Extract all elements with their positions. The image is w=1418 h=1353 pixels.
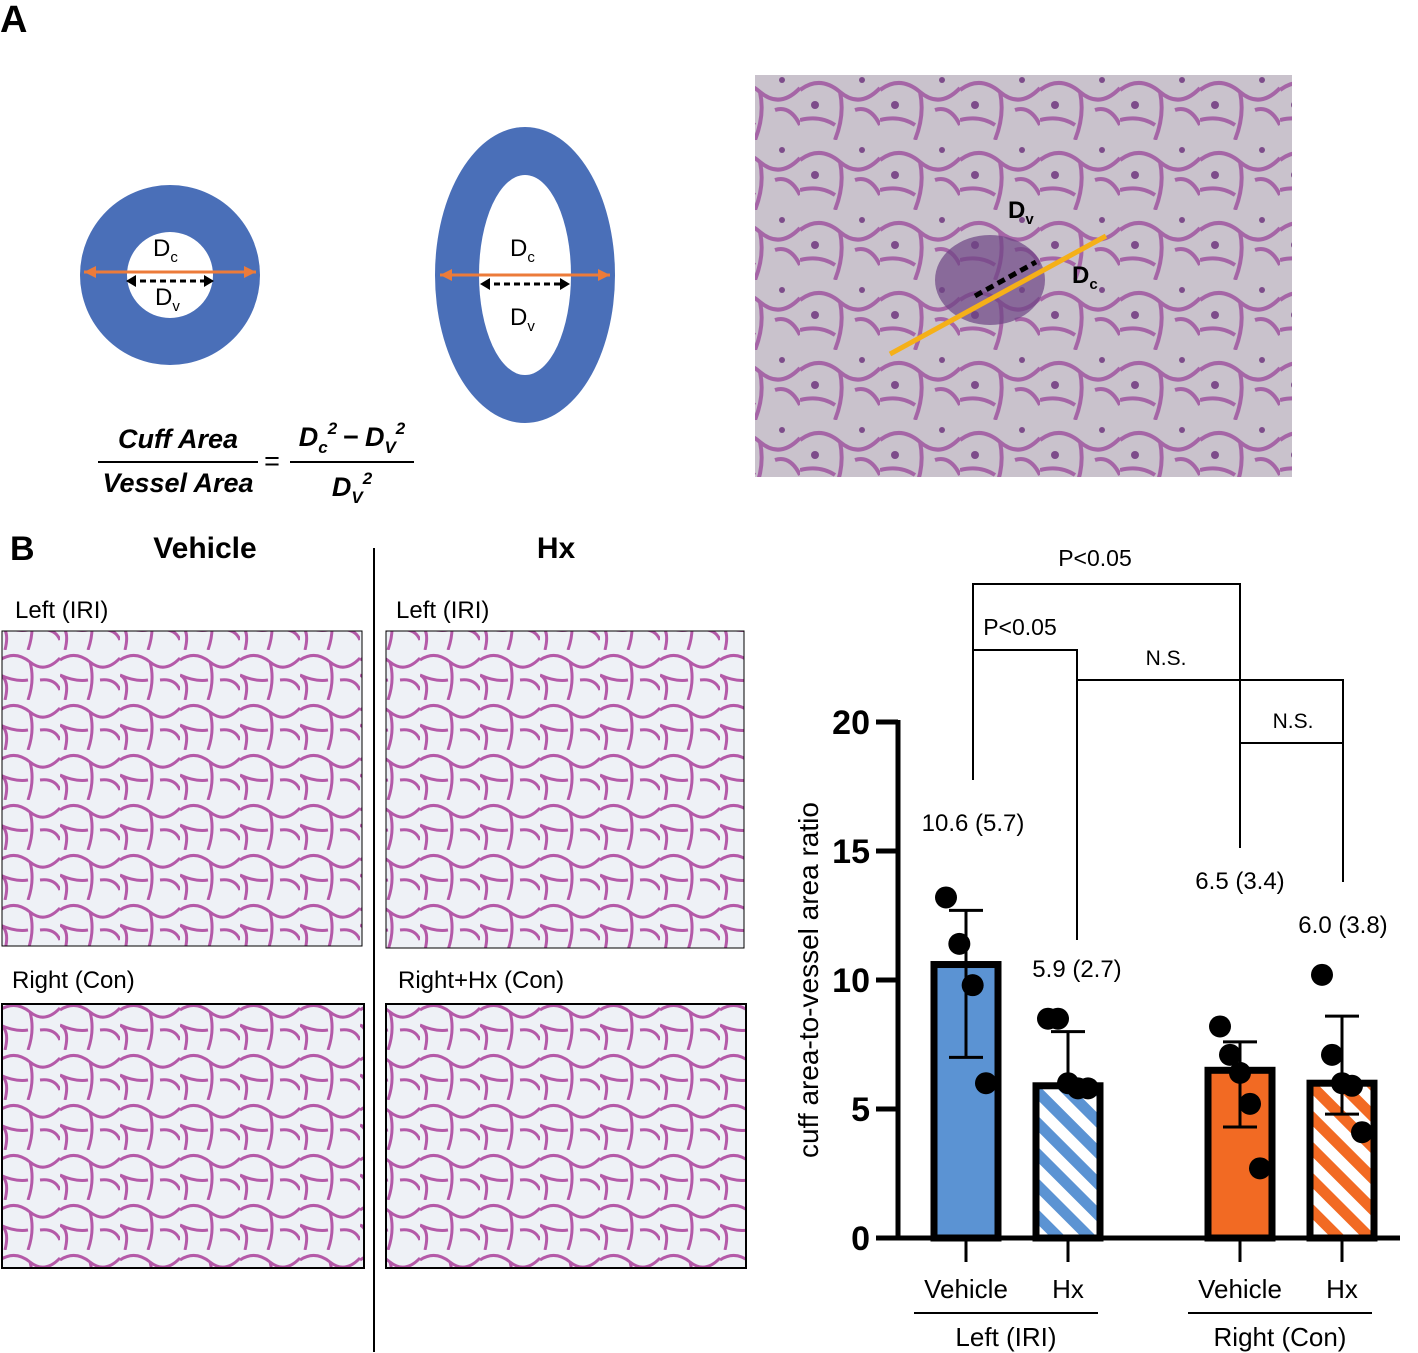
micrograph: [1, 1003, 365, 1269]
image-label: Right (Con): [12, 967, 135, 994]
error-bar: [1325, 1014, 1359, 1116]
micrograph: [1, 630, 363, 947]
y-tick-label: 0: [851, 1220, 870, 1258]
image-label: Left (IRI): [396, 597, 489, 624]
bracket: [973, 649, 1078, 940]
dv-label: Dv: [155, 284, 180, 315]
x-tick-label: Vehicle: [924, 1274, 1008, 1304]
column-title: Vehicle: [153, 532, 256, 565]
data-point: [1249, 1157, 1271, 1180]
y-axis-label: cuff area-to-vessel area ratio: [793, 802, 824, 1158]
annotation: N.S.: [1273, 710, 1314, 733]
annotation: N.S.: [1146, 647, 1187, 670]
formula-text: Dc2− DV2: [299, 419, 406, 457]
panel-label: A: [0, 0, 27, 41]
annotation: P<0.05: [1058, 545, 1132, 571]
image-label: Right+Hx (Con): [398, 967, 564, 994]
dc-label: Dc: [510, 235, 535, 266]
data-point: [1077, 1077, 1099, 1100]
formula: Cuff Area Vessel Area = Dc2− DV2 DV2: [98, 419, 414, 507]
data-point: [1209, 1015, 1231, 1038]
value-label: 10.6 (5.7): [922, 810, 1025, 837]
dv-arrow: [973, 259, 1038, 299]
data-point: [1229, 1061, 1251, 1084]
formula-text: Cuff Area: [118, 424, 238, 454]
data-point: [1311, 963, 1333, 986]
data-point: [1239, 1092, 1261, 1115]
y-tick-label: 15: [832, 833, 870, 871]
bar: [1032, 1082, 1104, 1242]
value-label: 5.9 (2.7): [1032, 956, 1121, 983]
formula-text: =: [264, 446, 280, 476]
bracket: [972, 583, 1241, 848]
panel-label: B: [10, 530, 35, 568]
y-tick-label: 10: [832, 962, 870, 1000]
group-label: Right (Con): [1214, 1322, 1347, 1352]
x-tick-label: Hx: [1326, 1274, 1358, 1304]
data-point: [1351, 1121, 1373, 1144]
arrow-head: [480, 278, 570, 290]
y-tick-label: 5: [851, 1091, 870, 1129]
y-tick-label: 20: [832, 704, 870, 742]
annotation: P<0.05: [983, 614, 1057, 640]
arrow-head: [126, 275, 214, 287]
micrograph: [385, 1003, 747, 1269]
dv-label: Dv: [1008, 197, 1034, 228]
dv-label: Dv: [510, 304, 535, 335]
micrograph: [385, 630, 745, 949]
x-tick-label: Hx: [1052, 1274, 1084, 1304]
vessel-circle: [127, 232, 213, 318]
group-label: Left (IRI): [955, 1322, 1056, 1352]
vessel: [935, 235, 1045, 325]
data-point: [975, 1072, 997, 1095]
formula-text: DV2: [332, 469, 373, 507]
data-point: [961, 974, 984, 997]
brackets: [972, 583, 1344, 940]
data-point: [1219, 1043, 1241, 1066]
data-point: [1047, 1007, 1069, 1030]
image-label: Left (IRI): [15, 597, 108, 624]
dc-label: Dc: [153, 235, 178, 266]
formula-text: Vessel Area: [102, 468, 253, 498]
data-point: [1321, 1043, 1343, 1066]
bracket: [1077, 679, 1344, 882]
dc-arrow: [888, 233, 1108, 357]
column-title: Hx: [537, 532, 576, 565]
x-tick-label: Vehicle: [1198, 1274, 1282, 1304]
data-point: [948, 932, 971, 955]
data-point: [1341, 1074, 1363, 1097]
value-label: 6.5 (3.4): [1195, 868, 1284, 895]
data-point: [935, 886, 957, 909]
value-label: 6.0 (3.8): [1298, 912, 1387, 939]
dc-label: Dc: [1072, 262, 1098, 293]
